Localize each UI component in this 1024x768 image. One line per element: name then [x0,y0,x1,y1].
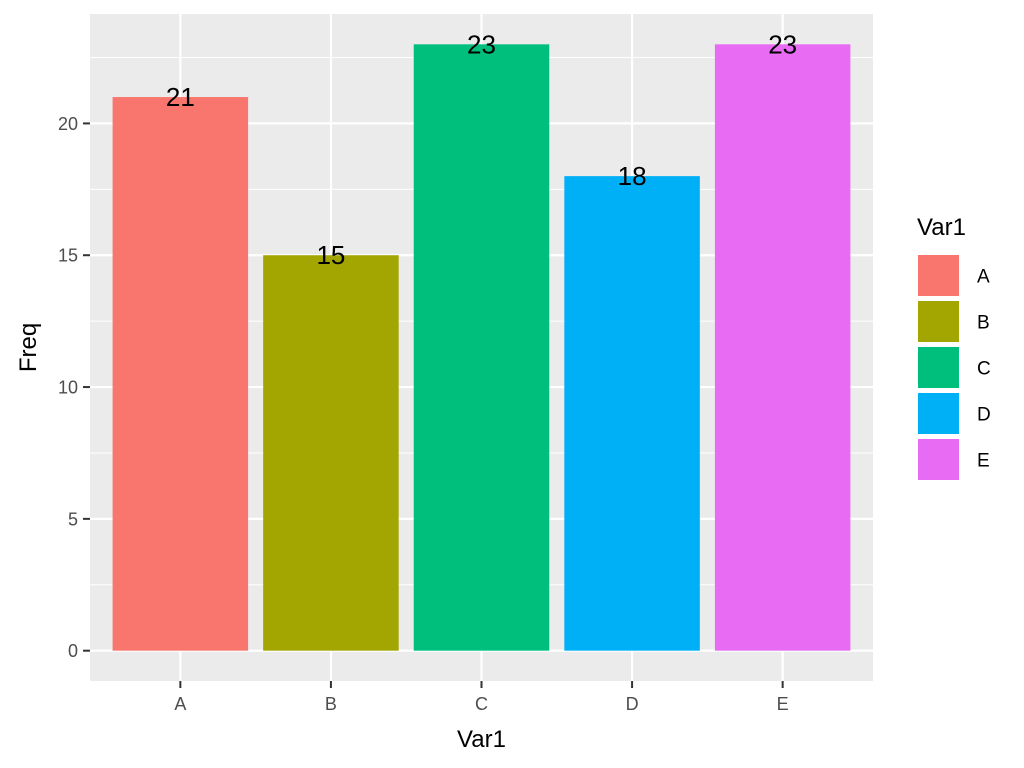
data-label-b: 15 [316,240,345,270]
data-label-c: 23 [467,29,496,59]
data-label-a: 21 [166,82,195,112]
y-tick-label: 20 [58,114,78,134]
legend-label-c: C [977,359,991,380]
legend: Var1 A B C D E [917,214,991,480]
x-tick-label: E [777,694,789,714]
legend-label-e: E [977,451,990,472]
bar-b [263,255,399,651]
x-tick-label: B [325,694,337,714]
y-tick-label: 5 [68,509,78,529]
y-axis: 0 5 10 15 20 [58,114,90,661]
bar-a [112,97,249,651]
data-labels: 21 15 23 18 23 [166,29,797,270]
x-tick-label: C [475,694,488,714]
y-axis-title: Freq [15,323,42,372]
y-tick-label: 0 [68,641,78,661]
y-tick-label: 10 [58,378,78,398]
y-tick-label: 15 [58,246,78,266]
data-label-e: 23 [768,29,797,59]
legend-title: Var1 [917,214,966,241]
bar-e [714,44,851,651]
legend-label-d: D [977,405,991,426]
bar-d [564,176,700,651]
bars [112,44,851,651]
x-axis-title: Var1 [457,726,506,753]
legend-label-b: B [977,313,990,334]
x-tick-label: A [174,694,186,714]
x-tick-label: D [626,694,639,714]
legend-key-a [918,255,959,296]
x-axis: A B C D E [174,681,789,714]
data-label-d: 18 [618,161,647,191]
legend-key-b [918,301,959,342]
legend-label-a: A [977,267,990,288]
legend-key-c [918,347,959,388]
legend-key-e [918,439,959,480]
legend-key-d [918,393,959,434]
bar-c [413,44,550,651]
